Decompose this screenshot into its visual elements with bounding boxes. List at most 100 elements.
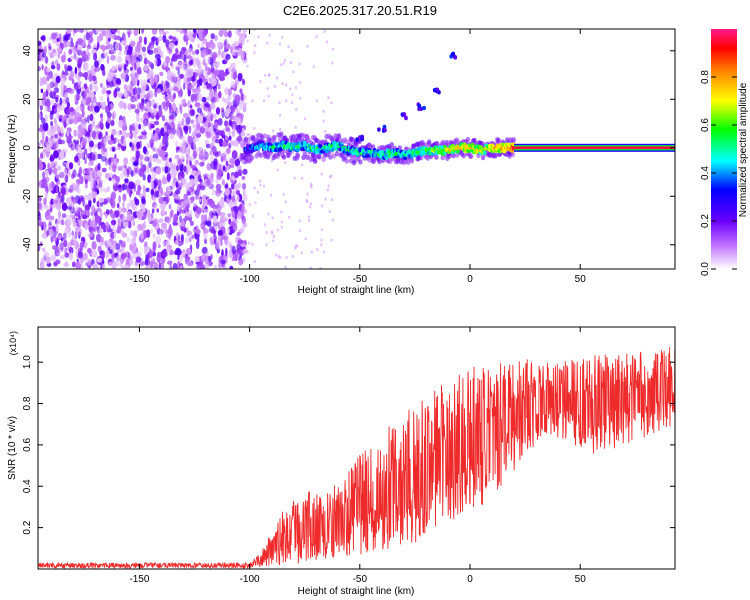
noise-cell bbox=[150, 177, 154, 184]
scatter-cell bbox=[259, 80, 262, 84]
ridge-halo-cell bbox=[243, 140, 249, 146]
noise-cell bbox=[92, 120, 95, 128]
noise-cell bbox=[228, 135, 232, 141]
noise-cell bbox=[209, 122, 213, 127]
noise-cell bbox=[194, 71, 198, 79]
noise-cell bbox=[54, 133, 59, 139]
harmonic-cell bbox=[377, 127, 381, 132]
noise-cell bbox=[72, 79, 75, 85]
noise-cell bbox=[83, 34, 86, 43]
noise-cell bbox=[227, 88, 232, 96]
noise-cell bbox=[106, 112, 112, 118]
x-tick-label: -150 bbox=[129, 574, 149, 585]
noise-cell bbox=[239, 152, 243, 162]
noise-cell bbox=[213, 69, 219, 76]
noise-cell bbox=[242, 104, 247, 113]
noise-cell bbox=[129, 199, 132, 207]
noise-cell bbox=[116, 203, 120, 209]
noise-cell bbox=[159, 203, 166, 210]
scatter-cell bbox=[331, 61, 334, 65]
noise-cell bbox=[129, 252, 135, 259]
noise-cell bbox=[61, 213, 67, 219]
noise-cell bbox=[146, 229, 151, 238]
noise-cell bbox=[155, 167, 162, 175]
noise-cell bbox=[73, 139, 76, 144]
noise-cell bbox=[104, 45, 108, 50]
noise-cell bbox=[158, 218, 164, 224]
noise-cell bbox=[50, 99, 55, 107]
noise-cell bbox=[204, 175, 207, 180]
noise-cell bbox=[167, 94, 173, 102]
noise-cell bbox=[176, 204, 180, 210]
noise-cell bbox=[71, 261, 76, 268]
noise-cell bbox=[91, 75, 97, 82]
noise-cell bbox=[45, 190, 48, 200]
scatter-cell bbox=[322, 119, 325, 123]
noise-cell bbox=[41, 178, 47, 185]
noise-cell bbox=[99, 209, 103, 219]
noise-cell bbox=[72, 239, 78, 245]
scatter-cell bbox=[281, 82, 284, 86]
colorbar-ticks: 0.0 0.2 0.4 0.6 0.8 bbox=[700, 70, 737, 276]
noise-cell bbox=[76, 117, 82, 123]
ridge-cell bbox=[378, 150, 382, 155]
noise-cell bbox=[221, 96, 226, 102]
y-tick-label: 1.0 bbox=[22, 355, 33, 369]
noise-cell bbox=[193, 68, 198, 73]
noise-cell bbox=[68, 49, 73, 55]
snr-series-line bbox=[38, 347, 675, 569]
noise-cell bbox=[133, 121, 139, 128]
noise-cell bbox=[61, 186, 66, 196]
noise-cell bbox=[195, 229, 201, 235]
noise-cell bbox=[182, 64, 187, 71]
scatter-cell bbox=[315, 35, 318, 39]
noise-cell bbox=[55, 186, 59, 194]
ridge-halo-cell bbox=[250, 136, 256, 142]
scatter-cell bbox=[279, 127, 282, 131]
noise-cell bbox=[111, 197, 116, 205]
noise-cell bbox=[200, 185, 206, 191]
noise-cell bbox=[224, 87, 229, 96]
scatter-cell bbox=[278, 100, 281, 105]
noise-cell bbox=[211, 145, 217, 154]
noise-cell bbox=[230, 81, 236, 89]
noise-cell bbox=[140, 104, 144, 112]
noise-cell bbox=[179, 208, 183, 214]
noise-cell bbox=[59, 171, 65, 179]
noise-cell bbox=[197, 29, 204, 34]
ridge-halo-cell bbox=[302, 151, 308, 157]
noise-cell bbox=[240, 205, 245, 214]
noise-cell bbox=[134, 168, 139, 174]
scatter-cell bbox=[301, 163, 304, 167]
noise-cell bbox=[195, 133, 202, 138]
scatter-cell bbox=[303, 117, 307, 121]
ridge-halo-cell bbox=[468, 153, 473, 159]
noise-cell bbox=[136, 87, 142, 94]
ridge-halo-cell bbox=[301, 154, 306, 161]
noise-cell bbox=[229, 113, 233, 121]
noise-cell bbox=[172, 76, 178, 84]
noise-cell bbox=[227, 101, 233, 107]
noise-cell bbox=[58, 34, 62, 43]
noise-cell bbox=[172, 221, 178, 226]
harmonic-cell bbox=[435, 87, 440, 93]
scatter-cell bbox=[281, 35, 284, 40]
noise-cell bbox=[204, 208, 209, 214]
noise-cell bbox=[209, 125, 214, 133]
noise-cell bbox=[63, 51, 66, 60]
noise-cell bbox=[87, 174, 92, 183]
noise-cell bbox=[99, 95, 104, 102]
spectrogram-y-axis-label: Frequency (Hz) bbox=[7, 115, 18, 184]
noise-cell bbox=[45, 89, 49, 98]
noise-cell bbox=[202, 60, 206, 66]
noise-cell bbox=[119, 102, 122, 107]
noise-cell bbox=[201, 246, 208, 255]
ridge-halo-cell bbox=[465, 136, 471, 142]
scatter-cell bbox=[267, 94, 270, 98]
noise-cell bbox=[42, 171, 46, 179]
noise-cell bbox=[43, 250, 48, 259]
scatter-cell bbox=[285, 99, 288, 103]
noise-cell bbox=[221, 29, 227, 34]
noise-cell bbox=[234, 94, 241, 103]
noise-cell bbox=[189, 109, 196, 117]
